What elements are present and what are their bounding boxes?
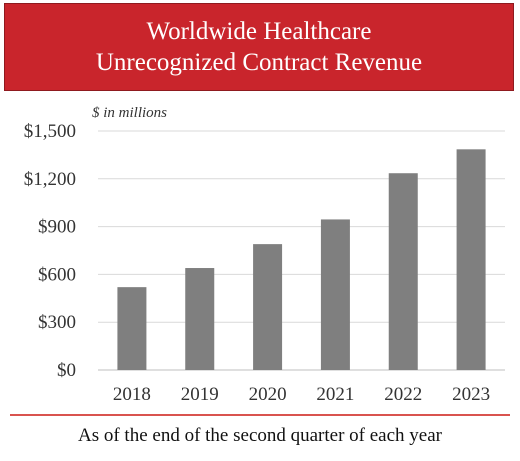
bar-2023	[456, 149, 486, 370]
y-tick-label: $900	[38, 217, 76, 238]
footer-divider	[10, 414, 510, 416]
units-note: $ in millions	[92, 105, 168, 121]
x-tick-label: 2023	[452, 384, 490, 405]
y-tick-label: $300	[38, 312, 76, 333]
x-tick-label: 2019	[181, 384, 219, 405]
y-tick-label: $1,200	[24, 169, 76, 190]
chart-title-line-1: Worldwide Healthcare	[146, 18, 372, 45]
bar-2021	[320, 219, 350, 370]
x-tick-label: 2021	[316, 384, 354, 405]
bar-2018	[117, 287, 147, 370]
title-banner: Worldwide Healthcare Unrecognized Contra…	[4, 3, 514, 91]
bar-2020	[253, 244, 283, 370]
y-tick-label: $0	[57, 360, 76, 381]
x-tick-label: 2020	[249, 384, 287, 405]
footnote: As of the end of the second quarter of e…	[77, 425, 442, 446]
x-tick-label: 2018	[113, 384, 151, 405]
bar-2022	[388, 173, 418, 370]
x-tick-label: 2022	[384, 384, 422, 405]
chart-title-line-2: Unrecognized Contract Revenue	[95, 49, 423, 76]
y-tick-label: $1,500	[24, 121, 76, 142]
y-tick-label: $600	[38, 264, 76, 285]
bar-2019	[185, 268, 215, 370]
